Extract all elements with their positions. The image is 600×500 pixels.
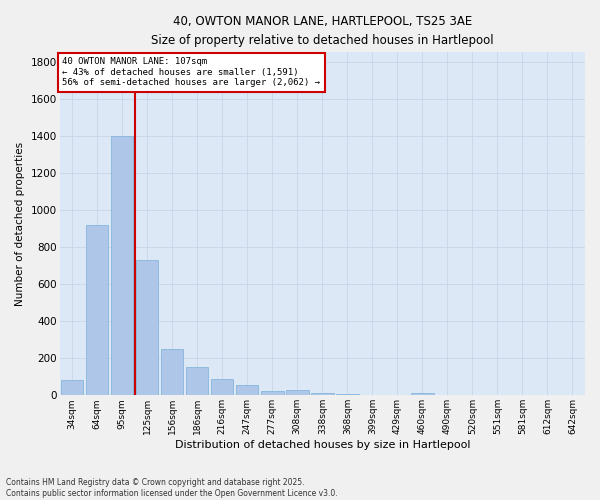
Bar xyxy=(411,394,434,396)
Bar xyxy=(86,224,109,396)
Bar xyxy=(286,390,308,396)
Bar xyxy=(111,136,133,396)
Bar xyxy=(261,390,284,396)
X-axis label: Distribution of detached houses by size in Hartlepool: Distribution of detached houses by size … xyxy=(175,440,470,450)
Title: 40, OWTON MANOR LANE, HARTLEPOOL, TS25 3AE
Size of property relative to detached: 40, OWTON MANOR LANE, HARTLEPOOL, TS25 3… xyxy=(151,15,494,47)
Y-axis label: Number of detached properties: Number of detached properties xyxy=(15,142,25,306)
Bar xyxy=(61,380,83,396)
Text: Contains HM Land Registry data © Crown copyright and database right 2025.
Contai: Contains HM Land Registry data © Crown c… xyxy=(6,478,338,498)
Bar xyxy=(161,350,184,396)
Bar xyxy=(311,393,334,396)
Bar xyxy=(186,368,208,396)
Text: 40 OWTON MANOR LANE: 107sqm
← 43% of detached houses are smaller (1,591)
56% of : 40 OWTON MANOR LANE: 107sqm ← 43% of det… xyxy=(62,58,320,88)
Bar xyxy=(236,385,259,396)
Bar xyxy=(136,260,158,396)
Bar xyxy=(211,379,233,396)
Bar xyxy=(336,394,359,396)
